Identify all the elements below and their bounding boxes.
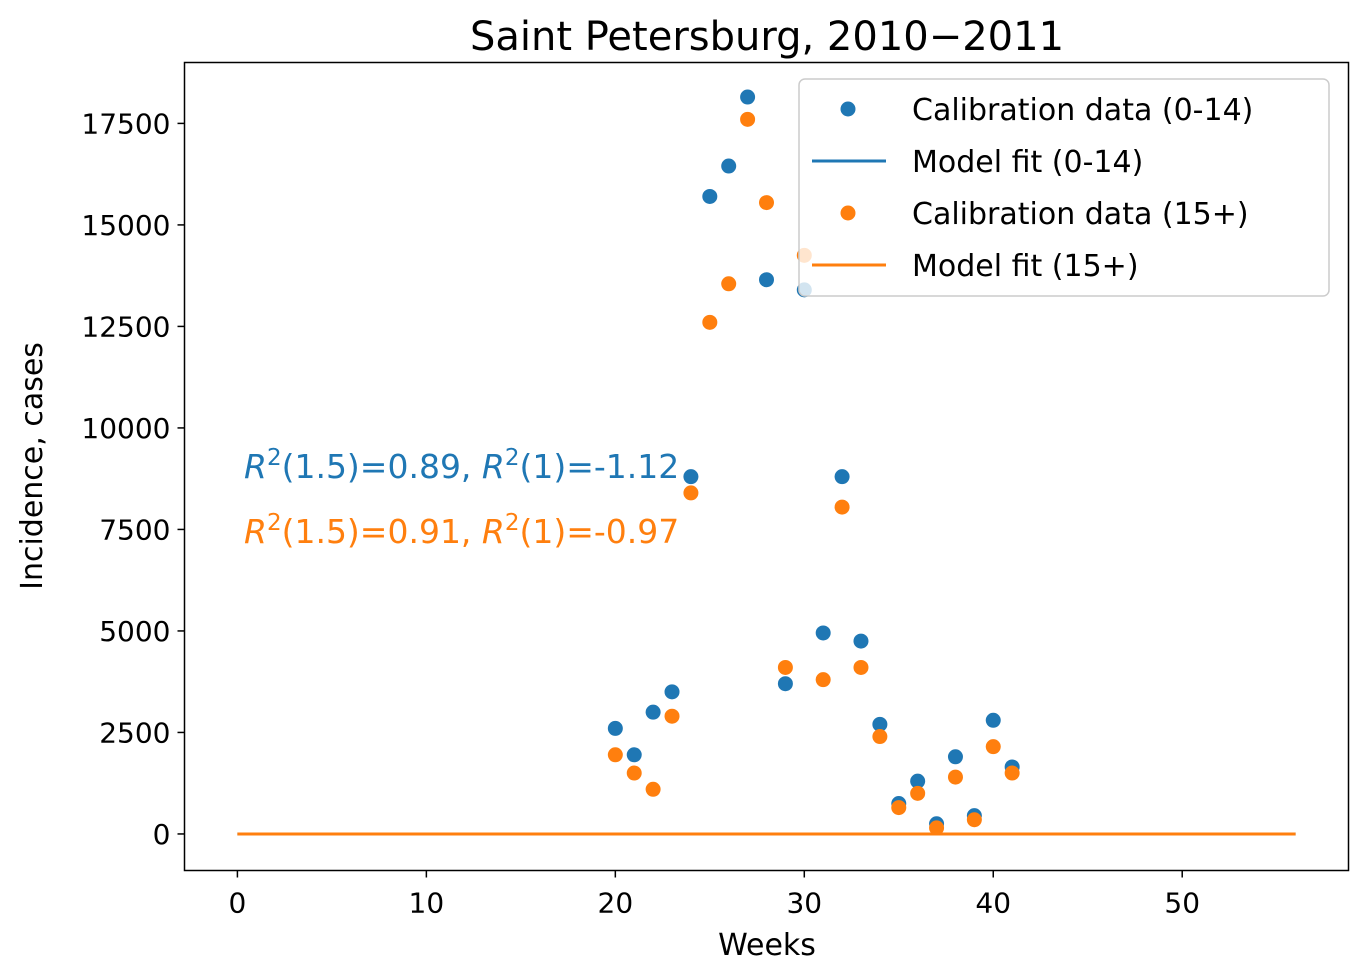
y-tick-label: 10000 <box>81 412 170 445</box>
r2-annotations: R2(1.5)=0.89, R2(1)=-1.12 R2(1.5)=0.91, R… <box>244 445 679 551</box>
series-2-point <box>985 739 1001 755</box>
series-2-point <box>1004 765 1020 781</box>
series-2-point <box>929 820 945 836</box>
series-0-point <box>853 633 869 649</box>
series-0-point <box>645 704 661 720</box>
series-0-point <box>683 469 699 485</box>
series-2-point <box>702 314 718 330</box>
y-tick-label: 5000 <box>99 615 170 648</box>
series-0-point <box>626 747 642 763</box>
series-2-point <box>966 812 982 828</box>
y-tick-label: 17500 <box>81 107 170 140</box>
legend-marker <box>840 101 856 117</box>
x-tick-label: 40 <box>975 887 1011 920</box>
x-axis-title: Weeks <box>718 928 816 963</box>
legend-label: Model fit (15+) <box>912 249 1139 284</box>
series-0-point <box>947 749 963 765</box>
r2-annotation: R2(1.5)=0.89, R2(1)=-1.12 <box>244 445 679 486</box>
chart-title: Saint Petersburg, 2010−2011 <box>470 14 1064 60</box>
legend-marker <box>840 205 856 221</box>
series-2-point <box>891 800 907 816</box>
series-2-point <box>740 111 756 127</box>
legend-label: Model fit (0-14) <box>912 145 1143 180</box>
x-tick-label: 20 <box>598 887 634 920</box>
series-2-point <box>872 729 888 745</box>
series-2-point <box>759 195 774 211</box>
series-2-point <box>910 785 926 801</box>
series-2-point <box>626 765 642 781</box>
y-axis: 0 2500 5000 7500 10000 12500 15000 17500 <box>81 107 185 851</box>
series-0-point <box>607 720 623 736</box>
legend-label: Calibration data (0-14) <box>912 93 1253 128</box>
series-2-point <box>664 708 680 724</box>
series-2-point <box>815 672 831 688</box>
series-0-point <box>721 158 737 174</box>
series-0-point <box>777 676 793 692</box>
series-0-point <box>740 89 756 105</box>
legend-box <box>798 78 1330 297</box>
y-tick-label: 0 <box>153 818 171 851</box>
series-2-point <box>834 499 850 515</box>
series-0-point <box>759 272 774 288</box>
plot-frame <box>183 61 1350 872</box>
plot-area <box>237 89 1296 836</box>
series-0-point <box>910 773 926 789</box>
series-0-point <box>872 716 888 732</box>
series-0-point <box>985 712 1001 728</box>
y-axis-title: Incidence, cases <box>15 342 50 590</box>
legend: Calibration data (0-14) Model fit (0-14) C… <box>798 78 1330 297</box>
series-2-point <box>947 769 963 785</box>
x-axis: 0 10 20 30 40 50 <box>228 870 1200 920</box>
y-tick-label: 12500 <box>81 310 170 343</box>
y-tick-label: 15000 <box>81 209 170 242</box>
x-tick-label: 0 <box>228 887 246 920</box>
x-tick-label: 10 <box>409 887 445 920</box>
y-tick-label: 7500 <box>99 513 170 546</box>
series-2-point <box>777 659 793 675</box>
series-2-point <box>607 747 623 763</box>
x-tick-label: 50 <box>1164 887 1200 920</box>
x-tick-label: 30 <box>786 887 822 920</box>
legend-label: Calibration data (15+) <box>912 197 1249 232</box>
y-tick-label: 2500 <box>99 716 170 749</box>
series-0-point <box>664 684 680 700</box>
series-0-point <box>815 625 831 641</box>
series-2-point <box>853 659 869 675</box>
r2-annotation: R2(1.5)=0.91, R2(1)=-0.97 <box>244 510 679 551</box>
series-2-point <box>721 276 737 292</box>
series-2-point <box>645 781 661 797</box>
series-2-point <box>683 485 699 501</box>
series-0-point <box>702 188 718 204</box>
series-0-point <box>834 469 850 485</box>
